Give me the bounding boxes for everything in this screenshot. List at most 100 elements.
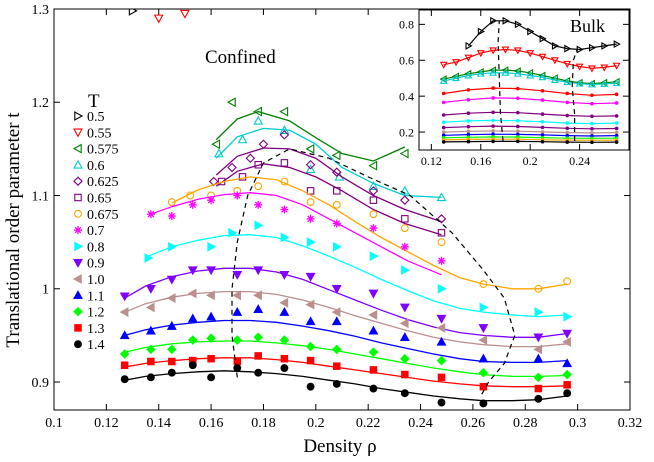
inset-point-T0p9 (614, 130, 619, 135)
point-T1p3 (479, 382, 488, 391)
inset-point-T0p675 (590, 114, 594, 119)
point-T1p0 (478, 335, 488, 345)
inset-point-T0p625 (590, 93, 594, 98)
inset-point-T0p5 (576, 45, 584, 54)
series-line-T0p65 (215, 163, 442, 236)
point-T0p6 (368, 181, 379, 190)
point-T1p1 (119, 330, 130, 340)
inset-point-T0p55 (452, 59, 460, 67)
point-T1p1 (279, 306, 290, 316)
legend-marker-T1p1 (73, 290, 83, 300)
inset-data (439, 16, 621, 145)
inset-point-T0p6 (439, 76, 448, 84)
point-T0p9 (368, 289, 379, 299)
legend-label-T0p5: 0.5 (87, 110, 105, 125)
point-T1p1 (331, 316, 342, 326)
point-T1p2 (533, 372, 544, 383)
point-T1p2 (279, 335, 290, 345)
inset-point-T0p5 (539, 34, 547, 43)
inset-point-T0p9 (516, 129, 520, 133)
point-T0p55 (179, 9, 190, 19)
inset-line-T0p55 (443, 48, 617, 69)
main-ytick-label: 1.3 (32, 3, 50, 18)
point-T1p0 (305, 299, 315, 310)
legend-marker-T0p8 (74, 241, 84, 252)
point-T0p65 (437, 229, 446, 237)
inset-xtick-label: 0.2 (523, 154, 538, 168)
inset-point-T0p6 (464, 71, 473, 79)
point-T1p3 (207, 354, 215, 363)
point-T1p4 (400, 389, 409, 398)
main-xtick-label: 0.1 (45, 416, 63, 431)
main-xtick-label: 0.14 (146, 416, 171, 431)
point-T1p4 (146, 373, 155, 382)
legend-title: T (88, 91, 100, 112)
point-T0p625 (227, 162, 237, 173)
point-T1p3 (437, 373, 446, 382)
series-line-T1p1 (124, 319, 568, 364)
legend: 0.50.550.5750.60.6250.650.6750.70.80.91.… (72, 110, 119, 353)
dashed-boundary (231, 148, 516, 397)
point-T0p8 (168, 241, 177, 252)
point-T0p8 (144, 253, 154, 263)
bulk-annotation: Bulk (570, 16, 605, 36)
inset-point-T0p675 (466, 111, 471, 116)
inset-line-T1p1 (443, 136, 617, 139)
inset-point-T1p4 (540, 139, 545, 144)
point-T0p9 (478, 324, 489, 334)
point-T1p0 (166, 293, 176, 304)
point-T1p3 (254, 352, 262, 360)
inset-point-T0p6 (563, 78, 572, 86)
x-axis-label: Density ρ (303, 436, 376, 457)
point-T0p7 (146, 210, 155, 219)
point-T0p65 (238, 173, 247, 181)
legend-label-T0p9: 0.9 (87, 257, 105, 272)
inset-point-T1p4 (441, 140, 446, 144)
inset-point-T0p9 (540, 130, 545, 134)
point-T1p3 (369, 366, 378, 374)
inset-xtick-label: 0.16 (470, 154, 491, 168)
point-T0p55 (132, 9, 133, 10)
main-xtick-label: 0.26 (461, 416, 486, 431)
inset-point-T1p0 (441, 133, 446, 138)
point-T0p625 (258, 139, 269, 149)
inset-point-T1p4 (614, 140, 619, 144)
point-T0p575 (253, 106, 262, 117)
point-T0p9 (119, 292, 130, 302)
inset-point-T0p65 (540, 98, 545, 102)
inset-line-T0p5 (467, 20, 617, 51)
legend-marker-T1p2 (73, 306, 83, 317)
point-T0p65 (280, 159, 289, 167)
point-T0p675 (479, 280, 488, 289)
point-T0p65 (333, 187, 341, 195)
inset-point-T0p55 (476, 50, 485, 58)
point-T0p9 (166, 275, 177, 285)
point-T0p625 (368, 186, 379, 196)
point-T0p7 (306, 214, 315, 223)
point-T0p7 (233, 191, 242, 200)
inset-point-T0p55 (588, 65, 596, 73)
point-T0p9 (145, 285, 156, 294)
point-T1p2 (187, 335, 198, 345)
inset-point-T0p625 (466, 88, 471, 92)
point-T0p8 (207, 241, 217, 252)
point-T0p8 (401, 265, 410, 276)
inset-point-T0p5 (551, 41, 560, 50)
legend-marker-T0p55 (73, 128, 83, 138)
point-T0p8 (280, 232, 290, 243)
main-xtick-label: 0.22 (356, 416, 381, 431)
series-line-T0p575 (215, 110, 406, 162)
point-T1p1 (562, 358, 573, 368)
legend-marker-T0p675 (74, 209, 82, 218)
inset-line-T0p6 (443, 72, 617, 86)
inset-point-T0p7 (491, 118, 495, 123)
series-line-T0p675 (171, 176, 568, 290)
inset-point-T0p6 (501, 68, 510, 76)
inset-point-T0p675 (565, 113, 570, 118)
point-T0p675 (400, 224, 409, 233)
point-T0p575 (331, 150, 341, 161)
inset-point-T1p4 (466, 139, 471, 144)
point-T0p675 (332, 200, 341, 209)
point-T0p8 (479, 302, 489, 313)
